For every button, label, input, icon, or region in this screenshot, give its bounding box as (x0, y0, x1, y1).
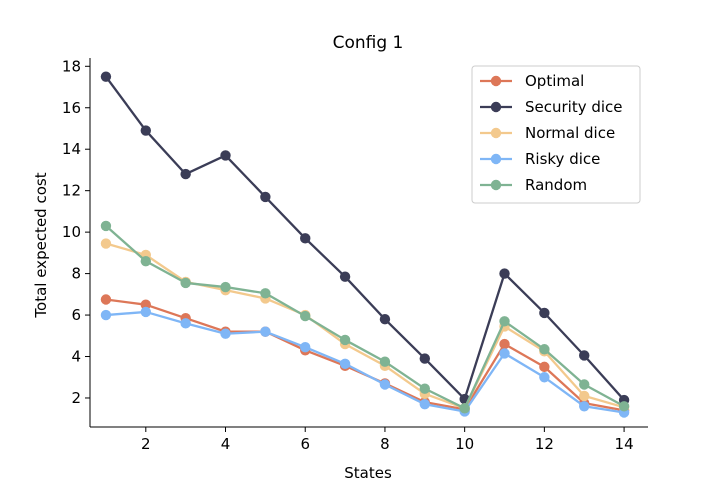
series-line (105, 310, 625, 414)
y-tick-label: 6 (71, 306, 81, 324)
data-point (618, 401, 630, 412)
data-point (419, 353, 430, 364)
x-tick-label: 2 (141, 435, 151, 453)
x-tick-label: 8 (380, 435, 390, 453)
legend-label: Optimal (525, 72, 584, 90)
x-tick-label: 12 (535, 435, 554, 453)
legend-label: Random (525, 176, 587, 194)
legend-item: Random (480, 176, 587, 194)
data-point (140, 255, 151, 267)
y-axis: 2 4 6 8 10 12 14 16 18 (62, 57, 91, 427)
data-point (180, 318, 191, 329)
data-point (140, 306, 151, 318)
legend: Optimal Security dice Normal dice Risky dic… (471, 65, 641, 204)
x-tick-label: 6 (300, 435, 310, 453)
data-point (419, 398, 430, 410)
x-tick-label: 10 (455, 435, 474, 453)
legend-item: Normal dice (480, 124, 615, 142)
legend-label: Risky dice (525, 150, 600, 168)
series-line (105, 75, 625, 401)
data-point (339, 358, 351, 369)
data-point (260, 191, 271, 203)
x-axis: 2 4 6 8 10 12 14 (90, 426, 648, 453)
data-point (579, 390, 590, 402)
x-tick-label: 4 (221, 435, 231, 453)
data-point (180, 168, 191, 180)
data-point (260, 288, 271, 299)
data-point (140, 299, 151, 310)
data-point (379, 356, 391, 367)
series-random (100, 220, 630, 414)
legend-item: Optimal (480, 72, 584, 90)
data-point (539, 372, 550, 383)
y-tick-label: 10 (62, 223, 81, 241)
data-point (579, 350, 590, 361)
y-axis-label: Total expected cost (32, 172, 50, 318)
data-point (300, 310, 311, 322)
data-point (260, 326, 271, 337)
series-security-dice (100, 71, 630, 406)
y-tick-label: 8 (71, 265, 81, 283)
legend-marker (490, 179, 502, 191)
data-point (220, 281, 231, 293)
data-point (499, 338, 510, 350)
data-point (220, 150, 231, 161)
legend-marker (490, 75, 502, 87)
legend-marker (490, 101, 502, 113)
data-point (459, 403, 470, 414)
y-tick-label: 2 (71, 389, 81, 407)
series-risky-dice (100, 306, 630, 418)
data-point (100, 294, 112, 305)
y-tick-label: 14 (62, 140, 81, 158)
legend-marker (490, 127, 502, 139)
data-point (300, 233, 311, 244)
data-point (539, 361, 550, 373)
y-tick-label: 12 (62, 182, 81, 200)
chart-title: Config 1 (333, 33, 404, 53)
legend-label: Normal dice (525, 124, 615, 142)
data-point (499, 316, 510, 327)
series-normal-dice (100, 238, 630, 414)
legend-marker (490, 153, 502, 165)
legend-item: Security dice (480, 98, 623, 116)
plot-area (100, 71, 630, 418)
data-point (499, 268, 510, 279)
data-point (379, 314, 391, 325)
series-line (105, 225, 625, 410)
data-point (100, 238, 112, 249)
y-tick-label: 16 (62, 99, 81, 117)
data-point (339, 334, 351, 346)
legend-item: Risky dice (480, 150, 600, 168)
legend-label: Security dice (525, 98, 623, 116)
x-tick-label: 14 (615, 435, 634, 453)
legend-box (471, 65, 641, 204)
data-point (100, 309, 112, 321)
y-tick-label: 18 (62, 57, 81, 75)
data-point (300, 341, 311, 353)
data-point (419, 383, 430, 394)
data-point (140, 125, 151, 136)
data-point (100, 220, 112, 232)
data-point (220, 328, 231, 339)
data-point (579, 401, 590, 412)
data-point (180, 277, 191, 289)
data-point (339, 271, 351, 282)
data-point (379, 379, 391, 390)
data-point (499, 348, 510, 359)
data-point (539, 307, 550, 319)
x-axis-label: States (344, 464, 392, 480)
data-point (579, 379, 590, 390)
data-point (539, 344, 550, 355)
data-point (100, 71, 112, 82)
y-tick-label: 4 (71, 348, 81, 366)
